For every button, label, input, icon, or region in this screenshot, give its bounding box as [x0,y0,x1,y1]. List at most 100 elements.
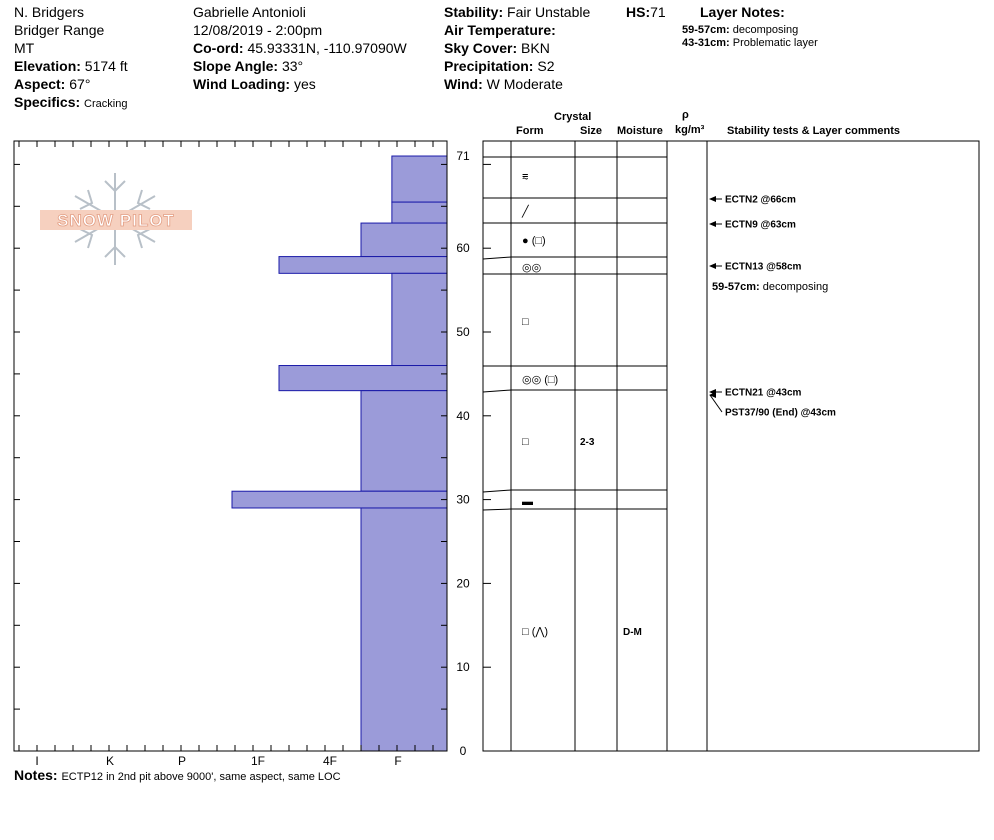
air-temperature-label: Air Temperature: [444,22,556,38]
size-header: Size [580,125,603,137]
stability-test-label: ECTN21 @43cm [725,388,802,399]
aspect-row: Aspect: 67° [14,76,90,92]
sky-cover-label: Sky Cover: [444,40,518,56]
hardness-bar [360,507,448,752]
observer-name: N. Bridgers [14,4,85,20]
crystal-form-symbol: □ (⋀) [522,626,548,638]
crystal-form-symbol: ◎◎ (□) [522,374,558,386]
hardness-bar [391,201,448,224]
hardness-scale-label: 4F [323,754,337,768]
crystal-form-symbol: □ [522,436,529,448]
sky-cover-row: Sky Cover: BKN [444,40,550,56]
table-frame [482,140,980,752]
arrow-head-icon [709,263,716,269]
elevation-label: Elevation: [14,58,81,74]
moisture-header: Moisture [617,125,663,137]
notes-row: Notes: ECTP12 in 2nd pit above 9000', sa… [14,767,341,784]
layer-note-item: 59-57cm: decomposing [682,24,798,37]
hardness-bar [391,155,448,203]
depth-tick-label: 30 [456,493,470,507]
notes-label: Notes: [14,767,58,783]
aspect-value: 67° [69,76,91,92]
layer-notes-label: Layer Notes: [700,4,785,20]
depth-tick-label: 10 [456,660,470,674]
hardness-bar [391,272,448,367]
wind-loading-value: yes [293,76,316,92]
slope-value: 33° [281,58,304,74]
crystal-form-symbol: □ [522,316,529,328]
state-name: MT [14,40,35,56]
depth-tick-label: 20 [456,576,470,590]
hardness-scale-label: K [106,754,114,768]
depth-tick-label: 71 [456,149,470,163]
depth-tick-label: 50 [456,325,470,339]
arrow-head-icon [709,196,716,202]
wind-label: Wind: [444,76,483,92]
observation-datetime: 12/08/2019 - 2:00pm [193,22,323,38]
stability-tests: ECTN2 @66cm ECTN9 @63cm ECTN13 @58cm ECTN21… [709,195,836,419]
hardness-bar [231,490,448,509]
hs-value: 71 [650,4,666,20]
hardness-bar [278,256,448,274]
crystal-size: 2-3 [580,437,595,448]
chart-frames [13,140,980,752]
crystal-header: Crystal [554,111,592,123]
layer-note-range: 43-31cm: [682,37,730,49]
specifics-label: Specifics: [14,94,81,110]
hardness-scale-label: P [178,754,186,768]
stability-test-label: PST37/90 (End) @43cm [725,408,836,419]
wind-loading-label: Wind Loading: [193,76,291,92]
layer-boundary-leader [482,489,512,493]
aspect-label: Aspect: [14,76,66,92]
precipitation-row: Precipitation: S2 [444,58,554,74]
wind-loading-row: Wind Loading: yes [193,76,316,92]
elevation-row: Elevation: 5174 ft [14,58,128,74]
specifics-value: Cracking [84,98,128,110]
stability-value: Fair Unstable [507,4,591,20]
layer-boundary-leader [482,256,512,260]
logo-banner [40,210,192,230]
range-name: Bridger Range [14,22,105,38]
stability-test-label: ECTN13 @58cm [725,262,802,273]
layer-boundary-leader [482,389,512,393]
hardness-axis: I K P 1F 4F F [18,141,434,768]
hardness-scale-label: 1F [251,754,265,768]
layer-note-item: 43-31cm: Problematic layer [682,37,818,50]
hardness-bar [360,222,448,258]
logo-text: SNOW PILOT [57,211,175,230]
snowpilot-logo: SNOW PILOT [40,173,192,265]
hs-label: HS: [626,4,651,20]
hardness-bars [231,155,448,752]
layer-note-text: Problematic layer [732,37,818,49]
crystal-form-symbol: ▬ [522,496,533,508]
depth-axis: 0 10 20 30 40 50 60 71 [14,149,491,758]
precipitation-value: S2 [537,58,555,74]
layer-comment: 59-57cm: decomposing [712,281,828,293]
coordinate-value: 45.93331N, -110.97090W [247,40,407,56]
layer-comment-range: 59-57cm: [712,281,763,293]
hs-row: HS:71 [626,4,666,20]
wind-row: Wind: W Moderate [444,76,563,92]
density-unit: kg/m³ [675,124,705,136]
layer-boundary-leader [482,508,512,511]
layer-note-text: decomposing [732,24,799,36]
density-symbol: ρ [682,109,689,121]
wind-value: W Moderate [486,76,563,92]
slope-row: Slope Angle: 33° [193,58,303,74]
stability-label: Stability: [444,4,504,20]
crystal-form-symbol: ◎◎ [522,262,541,274]
layer-comment-text: decomposing [763,281,828,293]
layer-note-range: 59-57cm: [682,24,730,36]
depth-tick-label: 0 [460,744,467,758]
crystal-moisture: D-M [623,627,642,638]
specifics-row: Specifics: Cracking [14,94,127,111]
crystal-form-symbol: ● (□) [522,235,546,247]
hardness-bar [278,365,448,392]
coordinate-label: Co-ord: [193,40,244,56]
coordinate-row: Co-ord: 45.93331N, -110.97090W [193,40,407,56]
form-header: Form [516,125,544,137]
stability-comments-header: Stability tests & Layer comments [727,125,901,137]
slope-label: Slope Angle: [193,58,279,74]
notes-value: ECTP12 in 2nd pit above 9000', same aspe… [61,771,341,783]
stability-test-arrow [709,394,723,413]
